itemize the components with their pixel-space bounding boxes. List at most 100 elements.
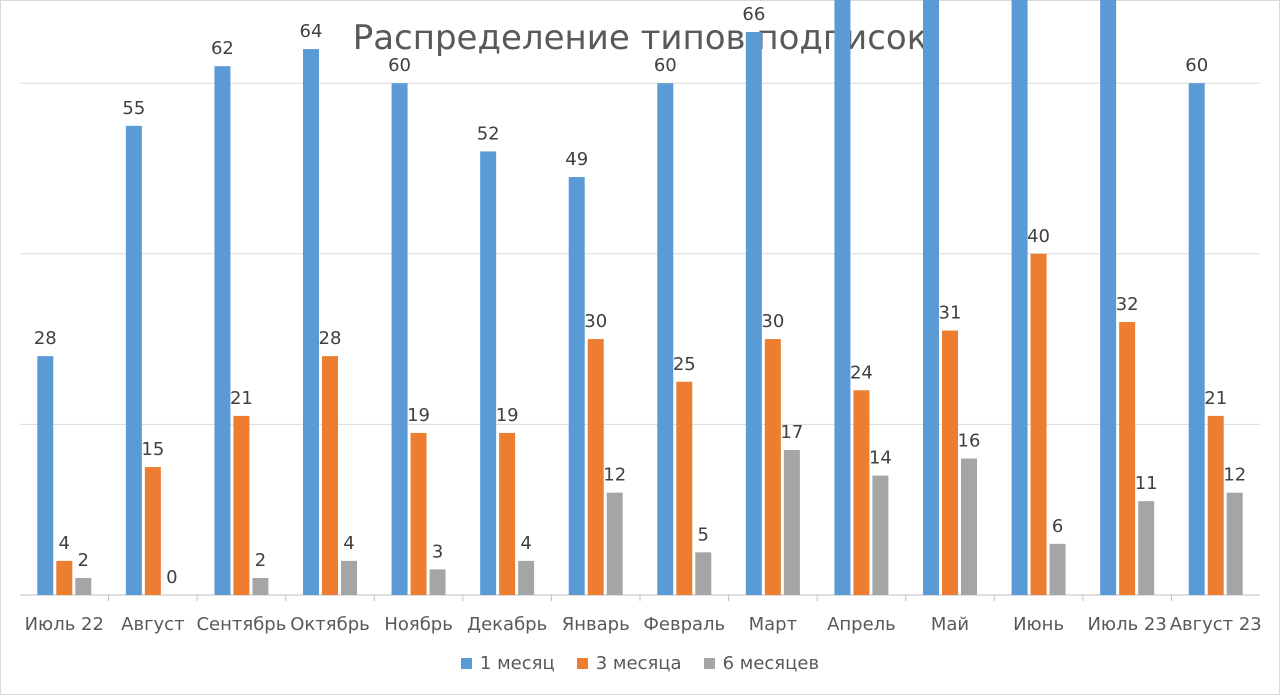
legend-item: 3 месяца — [576, 653, 682, 674]
data-label: 25 — [673, 354, 696, 375]
data-label: 17 — [780, 422, 803, 443]
data-label: 14 — [869, 448, 892, 469]
bar-1 — [1188, 83, 1205, 595]
data-label: 4 — [59, 533, 70, 554]
bar-1 — [391, 83, 408, 595]
data-label: 28 — [319, 328, 342, 349]
bar-3 — [961, 458, 977, 595]
bar-3 — [783, 449, 800, 595]
data-label: 19 — [496, 405, 519, 426]
bar-2 — [587, 339, 604, 595]
legend: 1 месяц 3 месяца 6 месяцев — [0, 653, 1280, 674]
bar-3 — [606, 492, 623, 595]
bar-1 — [37, 356, 54, 595]
data-label: 11 — [1135, 473, 1158, 494]
bar-3 — [429, 569, 446, 595]
x-tick-label: Ноябрь — [384, 614, 453, 635]
data-label: 55 — [122, 98, 145, 119]
bar-1 — [480, 151, 497, 595]
data-label: 15 — [141, 439, 164, 460]
bar-1 — [657, 83, 674, 595]
x-tick-label: Октябрь — [290, 614, 370, 635]
data-label: 24 — [850, 362, 873, 383]
bar-3 — [872, 475, 889, 595]
x-tick-label: Февраль — [643, 614, 725, 635]
bar-2 — [676, 381, 693, 595]
bar-2 — [1030, 253, 1047, 596]
data-label: 60 — [654, 55, 677, 76]
data-label: 16 — [958, 431, 981, 452]
data-label: 32 — [1116, 294, 1139, 315]
bar-3 — [518, 560, 535, 595]
data-label: 21 — [230, 388, 253, 409]
bar-3 — [252, 577, 269, 595]
bar-2 — [144, 467, 161, 595]
data-label: 6 — [1052, 516, 1063, 537]
x-tick-label: Январь — [562, 614, 630, 635]
legend-item: 1 месяц — [460, 653, 555, 674]
legend-swatch — [576, 658, 588, 669]
bar-3 — [695, 552, 712, 595]
bar-3 — [1049, 543, 1066, 595]
x-tick-label: Декабрь — [467, 614, 547, 635]
data-label: 66 — [742, 4, 765, 25]
bar-1 — [214, 66, 231, 595]
bar-1 — [745, 32, 762, 595]
bar-1 — [923, 0, 939, 595]
bar-1 — [303, 49, 319, 595]
data-label: 21 — [1204, 388, 1227, 409]
bar-3 — [75, 577, 92, 595]
x-tick-label: Июль 22 — [25, 614, 104, 635]
data-label: 64 — [300, 21, 323, 42]
legend-label: 6 месяцев — [722, 653, 820, 674]
data-label: 52 — [477, 123, 500, 144]
bar-2 — [1207, 415, 1224, 595]
bar-1 — [568, 177, 585, 595]
data-label: 60 — [1185, 55, 1208, 76]
legend-item: 6 месяцев — [703, 653, 820, 674]
data-label: 28 — [34, 328, 57, 349]
bar-1 — [125, 125, 142, 595]
x-tick-label: Август — [121, 614, 184, 635]
x-tick-label: Июль 23 — [1087, 614, 1166, 635]
bar-3 — [1138, 501, 1155, 595]
data-label: 49 — [565, 149, 588, 170]
data-label: 3 — [432, 541, 443, 562]
data-label: 19 — [407, 405, 430, 426]
legend-swatch — [460, 658, 472, 669]
bar-2 — [499, 432, 516, 595]
data-label: 5 — [698, 524, 709, 545]
x-tick-label: Апрель — [827, 614, 896, 635]
x-tick-label: Май — [931, 614, 969, 635]
legend-label: 3 месяца — [595, 653, 682, 674]
bar-2 — [56, 560, 73, 595]
data-label: 30 — [761, 311, 784, 332]
bar-2 — [942, 330, 958, 595]
bar-1 — [1011, 0, 1028, 596]
bar-2 — [233, 415, 250, 595]
data-label: 40 — [1027, 226, 1050, 247]
x-tick-label: Сентябрь — [196, 614, 286, 635]
data-label: 4 — [343, 533, 354, 554]
chart-title: Распределение типов подписок — [352, 18, 928, 58]
bar-1 — [1100, 0, 1117, 595]
data-label: 31 — [939, 303, 962, 324]
bar-2 — [1119, 322, 1136, 595]
data-label: 12 — [603, 465, 626, 486]
bar-3 — [1226, 492, 1243, 595]
data-label: 60 — [388, 55, 411, 76]
data-label: 2 — [78, 550, 89, 571]
bar-2 — [853, 390, 870, 595]
data-label: 0 — [166, 567, 177, 588]
data-label: 12 — [1223, 465, 1246, 486]
x-tick-label: Июнь — [1013, 614, 1064, 635]
legend-swatch — [703, 658, 715, 669]
legend-label: 1 месяц — [479, 653, 555, 674]
x-tick-label: Март — [749, 614, 797, 635]
bar-2 — [322, 356, 338, 595]
bar-1 — [834, 0, 851, 595]
x-tick-label: Август 23 — [1170, 614, 1262, 635]
data-label: 4 — [520, 533, 531, 554]
